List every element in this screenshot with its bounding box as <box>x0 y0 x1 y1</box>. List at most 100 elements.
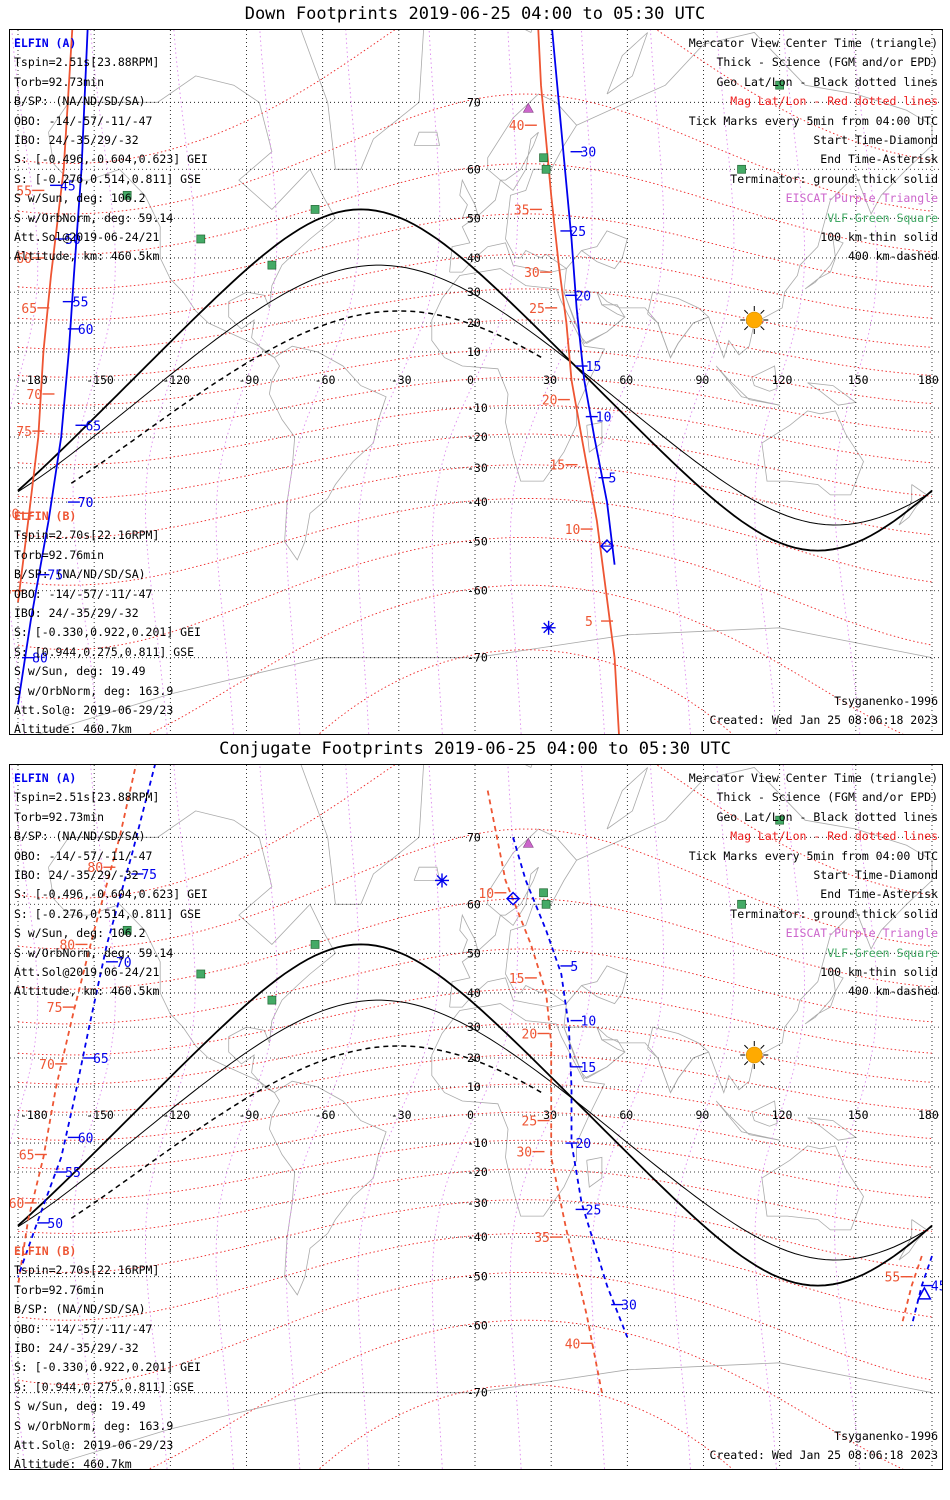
coastlines <box>37 30 933 734</box>
latitude-label: -20 <box>467 1165 488 1179</box>
elfin-b-tick-label: 70 <box>26 388 42 403</box>
coastline-path <box>715 1100 780 1141</box>
coastline-path <box>413 866 440 881</box>
longitude-label: 150 <box>848 373 869 387</box>
elfin-b-label: ELFIN (B) <box>14 509 77 523</box>
legend-entry: 100 km-thin solid <box>820 230 938 245</box>
elfin-b-tick-label: 75 <box>16 425 32 440</box>
coastline-path <box>48 75 336 358</box>
elfin-a-tick-label: 20 <box>575 1137 591 1152</box>
latitude-label: 50 <box>467 946 481 960</box>
elfin-a-track-east <box>512 837 629 1338</box>
elfin-b-track-east <box>537 30 620 734</box>
legend-entry: Mag Lat/Lon - Red dotted lines <box>730 94 938 109</box>
elfin-a-track-west <box>17 30 89 705</box>
mag-parallel-curve <box>17 163 933 255</box>
map-footer: Tsyganenko-1996 Created: Wed Jan 25 08:06… <box>710 1427 938 1466</box>
legend-entry: Terminator: ground-thick solid <box>730 171 938 186</box>
elfin-a-info-line: Tspin=2.51s[23.88RPM] <box>14 790 160 805</box>
legend-entry: Thick - Science (FGM and/or EPD) <box>716 55 938 70</box>
latitude-label: 20 <box>467 1051 481 1065</box>
coastline-path <box>761 410 864 496</box>
legend-entry: Start Time-Diamond <box>813 868 938 883</box>
elfin-b-info-line: Att.Sol@: 2019-06-29/23 <box>14 1438 174 1453</box>
elfin-b-info-line: OBO: -14/-57/-11/-47 <box>14 586 153 601</box>
elfin-b-tick-label: 85 <box>10 585 12 600</box>
elfin-b-tick-label: 40 <box>509 119 525 134</box>
mag-parallel-curve <box>17 765 933 900</box>
elfin-b-tick-label: 65 <box>19 1148 35 1163</box>
field-model-label: Tsyganenko-1996 <box>834 694 938 708</box>
elfin-b-tick-label: 10 <box>565 523 581 538</box>
elfin-a-tick-label: 65 <box>85 419 101 434</box>
legend-entry: Geo Lat/Lon - Black dotted lines <box>716 74 938 89</box>
longitude-label: -30 <box>391 1108 412 1122</box>
elfin-b-track-west <box>17 30 74 603</box>
elfin-a-info-line: S w/Sun, deg: 106.2 <box>14 926 146 941</box>
sun-ray <box>744 1061 749 1066</box>
sun-marker <box>740 305 769 334</box>
longitude-label: 90 <box>696 1108 710 1122</box>
eiscat-triangle-icon <box>522 837 534 848</box>
elfin-a-tick-label: 60 <box>78 323 94 338</box>
longitude-label: -150 <box>86 373 114 387</box>
vlf-square-icon <box>310 205 320 214</box>
legend-entry: 100 km-thin solid <box>820 965 938 980</box>
elfin-a-info-line: S: [-0.496,-0.604,0.623] GEI <box>14 887 208 902</box>
latitude-label: 60 <box>467 897 481 911</box>
map-footer: Tsyganenko-1996 Created: Wed Jan 25 08:06… <box>710 692 938 731</box>
elfin-b-info-line: Altitude: 460.7km <box>14 722 132 735</box>
latitude-label: -40 <box>467 495 488 509</box>
elfin-a-tick-label: 70 <box>116 956 132 971</box>
mag-parallel-curve <box>17 319 933 378</box>
elfin-a-tick-label: 30 <box>581 146 597 161</box>
latitude-label: -10 <box>467 1136 488 1150</box>
elfin-b-tick-label: 65 <box>21 302 37 317</box>
vlf-square-icon <box>541 164 551 174</box>
latitude-label: -20 <box>467 430 488 444</box>
elfin-b-info-line: S w/OrbNorm, deg: 163.9 <box>14 1418 174 1433</box>
coastline-path <box>804 238 844 290</box>
elfin-b-info-line: Altitude: 460.7km <box>14 1457 132 1470</box>
elfin-a-tick-label: 15 <box>586 360 602 375</box>
elfin-b-tick-label: 30 <box>524 266 540 281</box>
legend-entry: VLF-Green Square <box>827 210 938 225</box>
elfin-a-info-line: Altitude, km: 460.5km <box>14 249 160 264</box>
mag-parallel-curve <box>17 898 933 990</box>
latitude-label: 40 <box>467 986 481 1000</box>
elfin-a-tick-label: 75 <box>47 569 63 584</box>
coastline-path <box>807 1117 857 1141</box>
terminator-100km-line <box>17 264 933 526</box>
legend-entry: 400 km-dashed <box>847 984 938 999</box>
mag-parallel-curve <box>17 213 933 290</box>
elfin-a-info-line: IBO: 24/-35/29/-32 <box>14 133 139 148</box>
elfin-b-info-line: S: [0.944,0.275,0.811] GSE <box>14 644 195 659</box>
elfin-a-tick-label: 10 <box>581 1015 597 1030</box>
mag-parallel-curve <box>17 348 933 406</box>
mag-parallel-curve <box>17 30 933 165</box>
elfin-b-track-west <box>17 765 137 1286</box>
elfin-b-info-line: S w/Sun, deg: 19.49 <box>14 664 146 679</box>
elfin-a-tick-label: 45 <box>60 179 76 194</box>
elfin-b-tick-label: 70 <box>39 1058 55 1073</box>
latitude-label: 20 <box>467 316 481 330</box>
longitude-label: -180 <box>20 1108 48 1122</box>
longitude-label: -120 <box>162 373 190 387</box>
elfin-a-tick-label: 25 <box>586 1203 602 1218</box>
coastline-path <box>647 291 710 359</box>
start-triangle-icon <box>917 1286 932 1300</box>
elfin-b-info-line: Tspin=2.70s[22.16RPM] <box>14 1263 160 1278</box>
elfin-b-info-line: Torb=92.76min <box>14 547 105 562</box>
latitude-label: -50 <box>467 535 488 549</box>
elfin-b-info: ELFIN (B) Tspin=2.70s[22.16RPM] Torb=92.76… <box>14 1242 201 1470</box>
vlf-square-icon <box>267 260 277 270</box>
elfin-b-tick-label: 60 <box>16 252 32 267</box>
elfin-a-info-line: IBO: 24/-35/29/-32 <box>14 868 139 883</box>
coastline-path <box>431 1003 606 1217</box>
elfin-b-info-line: OBO: -14/-57/-11/-47 <box>14 1321 153 1336</box>
vlf-square-icon <box>539 888 548 898</box>
mag-meridian-curve <box>357 30 441 734</box>
mag-parallel-curve <box>17 93 933 215</box>
legend-entry: Thick - Science (FGM and/or EPD) <box>716 790 938 805</box>
longitude-label: -60 <box>315 1108 336 1122</box>
